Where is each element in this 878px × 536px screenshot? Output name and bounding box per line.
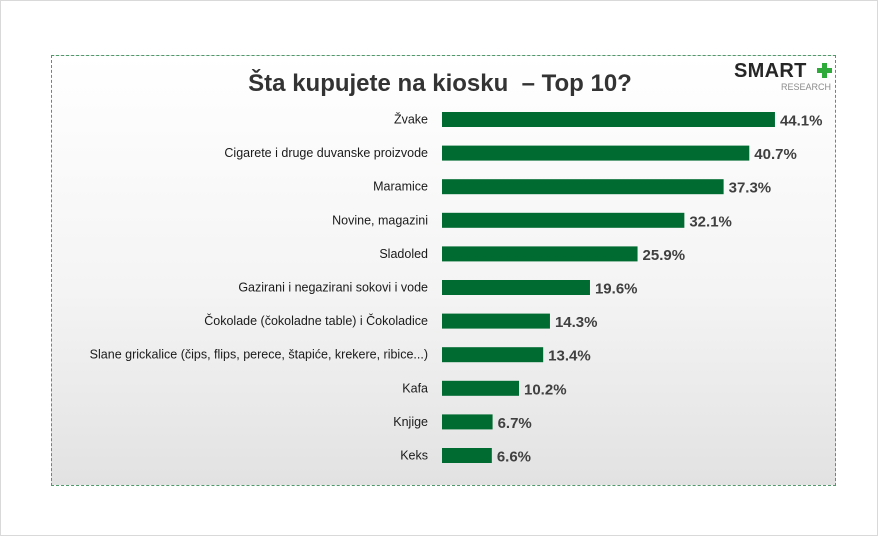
bar	[442, 380, 520, 396]
value-label: 6.6%	[497, 449, 531, 466]
value-label: 32.1%	[689, 213, 732, 230]
value-label: 44.1%	[780, 113, 823, 130]
plus-icon	[817, 63, 832, 78]
bar	[442, 414, 493, 430]
logo-subtitle: RESEARCH	[781, 82, 832, 92]
category-label: Keks	[400, 449, 428, 463]
category-label: Novine, magazini	[332, 213, 428, 227]
category-label: Cigarete i druge duvanske proizvode	[224, 146, 428, 160]
bar	[442, 112, 775, 127]
bar	[442, 313, 550, 329]
bar	[442, 179, 724, 195]
value-label: 25.9%	[643, 247, 686, 264]
bar	[442, 280, 590, 295]
logo-text: SMART	[734, 60, 807, 82]
category-label: Kafa	[402, 381, 428, 395]
bar	[442, 145, 750, 161]
category-label: Knjige	[393, 415, 428, 429]
category-label: Slane grickalice (čips, flips, perece, š…	[90, 348, 428, 362]
bar	[442, 347, 544, 363]
value-label: 13.4%	[548, 348, 591, 365]
value-label: 19.6%	[595, 281, 638, 298]
bar	[442, 212, 685, 228]
category-label: Maramice	[373, 180, 428, 194]
category-label: Sladoled	[379, 247, 428, 261]
value-label: 10.2%	[524, 381, 567, 398]
value-label: 6.7%	[498, 415, 532, 432]
category-label: Žvake	[394, 112, 428, 127]
bar	[442, 448, 492, 463]
value-label: 37.3%	[729, 180, 772, 197]
value-label: 14.3%	[555, 314, 598, 331]
bar	[442, 246, 638, 262]
value-label: 40.7%	[754, 146, 797, 163]
category-label: Gazirani i negazirani sokovi i vode	[238, 281, 428, 295]
chart-title: Šta kupujete na kiosku – Top 10?	[248, 70, 632, 97]
smart-research-logo: SMART RESEARCH	[734, 60, 834, 94]
category-label: Čokolade (čokoladne table) i Čokoladice	[204, 313, 428, 328]
